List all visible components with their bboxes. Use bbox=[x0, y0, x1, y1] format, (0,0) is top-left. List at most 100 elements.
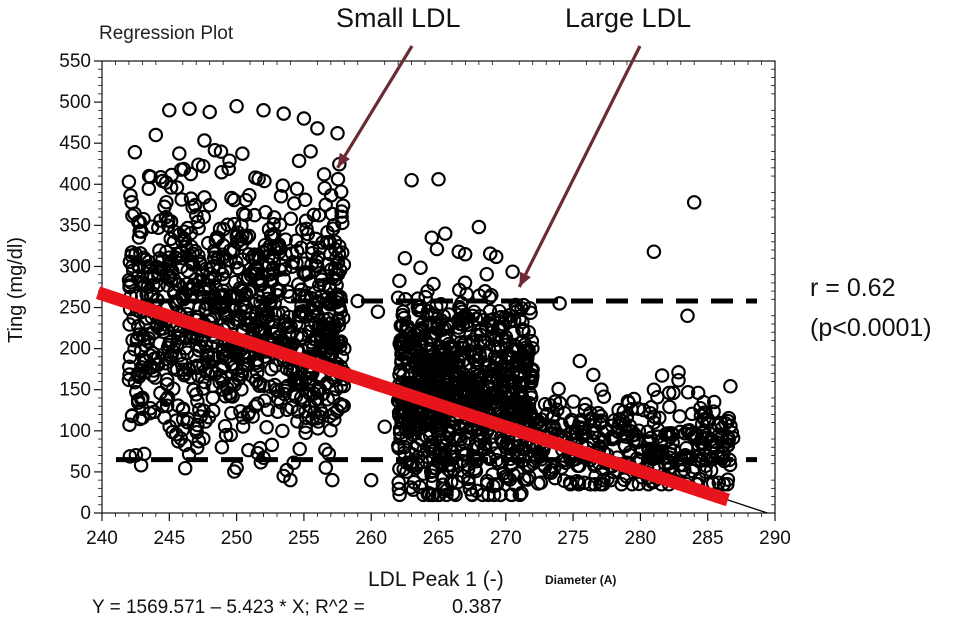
data-point bbox=[514, 377, 529, 392]
data-point bbox=[244, 265, 260, 281]
data-point bbox=[499, 435, 515, 451]
data-point bbox=[680, 385, 696, 400]
data-point bbox=[451, 353, 466, 369]
y-tick-label: 50 bbox=[70, 462, 91, 483]
data-point bbox=[320, 224, 335, 240]
annotation-arrow-shaft bbox=[336, 45, 414, 169]
data-point bbox=[644, 400, 659, 415]
data-point bbox=[226, 192, 242, 208]
data-point bbox=[197, 133, 212, 148]
data-point bbox=[207, 142, 223, 158]
data-point bbox=[456, 372, 471, 388]
data-point bbox=[407, 410, 423, 426]
data-point bbox=[392, 461, 407, 477]
data-point bbox=[222, 388, 238, 404]
data-point bbox=[298, 425, 313, 441]
data-point bbox=[447, 340, 462, 356]
x-tick-label: 285 bbox=[692, 528, 724, 549]
x-tick-label: 260 bbox=[355, 528, 387, 549]
data-point bbox=[700, 415, 715, 430]
data-point bbox=[122, 317, 137, 332]
y-tick-label: 200 bbox=[59, 339, 91, 360]
data-point bbox=[251, 171, 266, 186]
data-point bbox=[523, 390, 539, 405]
data-point bbox=[418, 289, 433, 305]
data-point bbox=[457, 275, 473, 291]
regression-highlight-line bbox=[95, 286, 730, 507]
data-point bbox=[680, 308, 695, 324]
data-point bbox=[572, 353, 588, 369]
data-point bbox=[334, 209, 349, 225]
data-point bbox=[334, 349, 350, 365]
data-point bbox=[686, 429, 702, 444]
data-point bbox=[309, 410, 324, 426]
data-point bbox=[333, 184, 349, 199]
data-point bbox=[277, 386, 292, 402]
data-point bbox=[176, 161, 192, 177]
data-point bbox=[270, 404, 285, 419]
regression-r2-value: 0.387 bbox=[452, 596, 502, 617]
data-point bbox=[335, 198, 351, 214]
data-point bbox=[494, 354, 509, 370]
data-point bbox=[458, 448, 473, 463]
y-tick-label: 150 bbox=[59, 380, 91, 401]
data-point bbox=[308, 317, 323, 332]
data-point bbox=[654, 368, 670, 383]
data-point bbox=[666, 385, 681, 401]
data-point bbox=[224, 190, 239, 206]
data-point bbox=[472, 346, 487, 361]
data-point bbox=[293, 327, 309, 343]
data-point bbox=[467, 461, 483, 477]
data-point bbox=[266, 226, 282, 242]
data-point bbox=[433, 361, 449, 376]
data-point bbox=[525, 340, 540, 356]
data-point bbox=[537, 396, 553, 412]
y-tick-label: 100 bbox=[59, 421, 91, 442]
data-point bbox=[285, 363, 301, 379]
data-point bbox=[706, 394, 722, 410]
data-point bbox=[433, 296, 449, 312]
data-point bbox=[214, 439, 230, 455]
data-point bbox=[698, 405, 713, 420]
x-tick-label: 290 bbox=[759, 528, 791, 549]
data-point bbox=[220, 217, 235, 233]
data-point bbox=[215, 266, 230, 282]
data-point bbox=[306, 340, 321, 355]
data-point bbox=[486, 386, 501, 401]
data-point bbox=[472, 367, 488, 383]
data-point bbox=[186, 382, 201, 398]
y-tick-label: 300 bbox=[59, 256, 91, 277]
data-point bbox=[197, 190, 212, 205]
data-point bbox=[241, 405, 257, 420]
data-point bbox=[518, 340, 534, 355]
data-point bbox=[284, 259, 300, 274]
data-point bbox=[431, 172, 446, 187]
data-point bbox=[323, 423, 338, 438]
data-point bbox=[686, 195, 702, 210]
data-point bbox=[161, 213, 176, 228]
data-point bbox=[264, 437, 280, 453]
data-point bbox=[130, 319, 146, 334]
data-point bbox=[244, 283, 259, 298]
data-point bbox=[290, 414, 305, 429]
data-point bbox=[275, 423, 290, 439]
data-point bbox=[397, 250, 413, 266]
data-point bbox=[222, 153, 237, 168]
data-point bbox=[235, 146, 250, 161]
data-point bbox=[170, 398, 186, 413]
data-point bbox=[267, 324, 283, 339]
data-point bbox=[464, 487, 480, 503]
data-point bbox=[512, 311, 527, 327]
data-point bbox=[697, 447, 712, 462]
data-point bbox=[586, 367, 601, 383]
data-point bbox=[426, 276, 441, 292]
data-point bbox=[441, 386, 456, 402]
data-point bbox=[150, 260, 165, 275]
data-point bbox=[720, 438, 736, 453]
data-point bbox=[519, 356, 535, 371]
data-point bbox=[303, 371, 318, 386]
data-point bbox=[315, 386, 331, 401]
data-point bbox=[276, 271, 292, 287]
data-point bbox=[289, 181, 305, 197]
data-point bbox=[127, 144, 143, 160]
